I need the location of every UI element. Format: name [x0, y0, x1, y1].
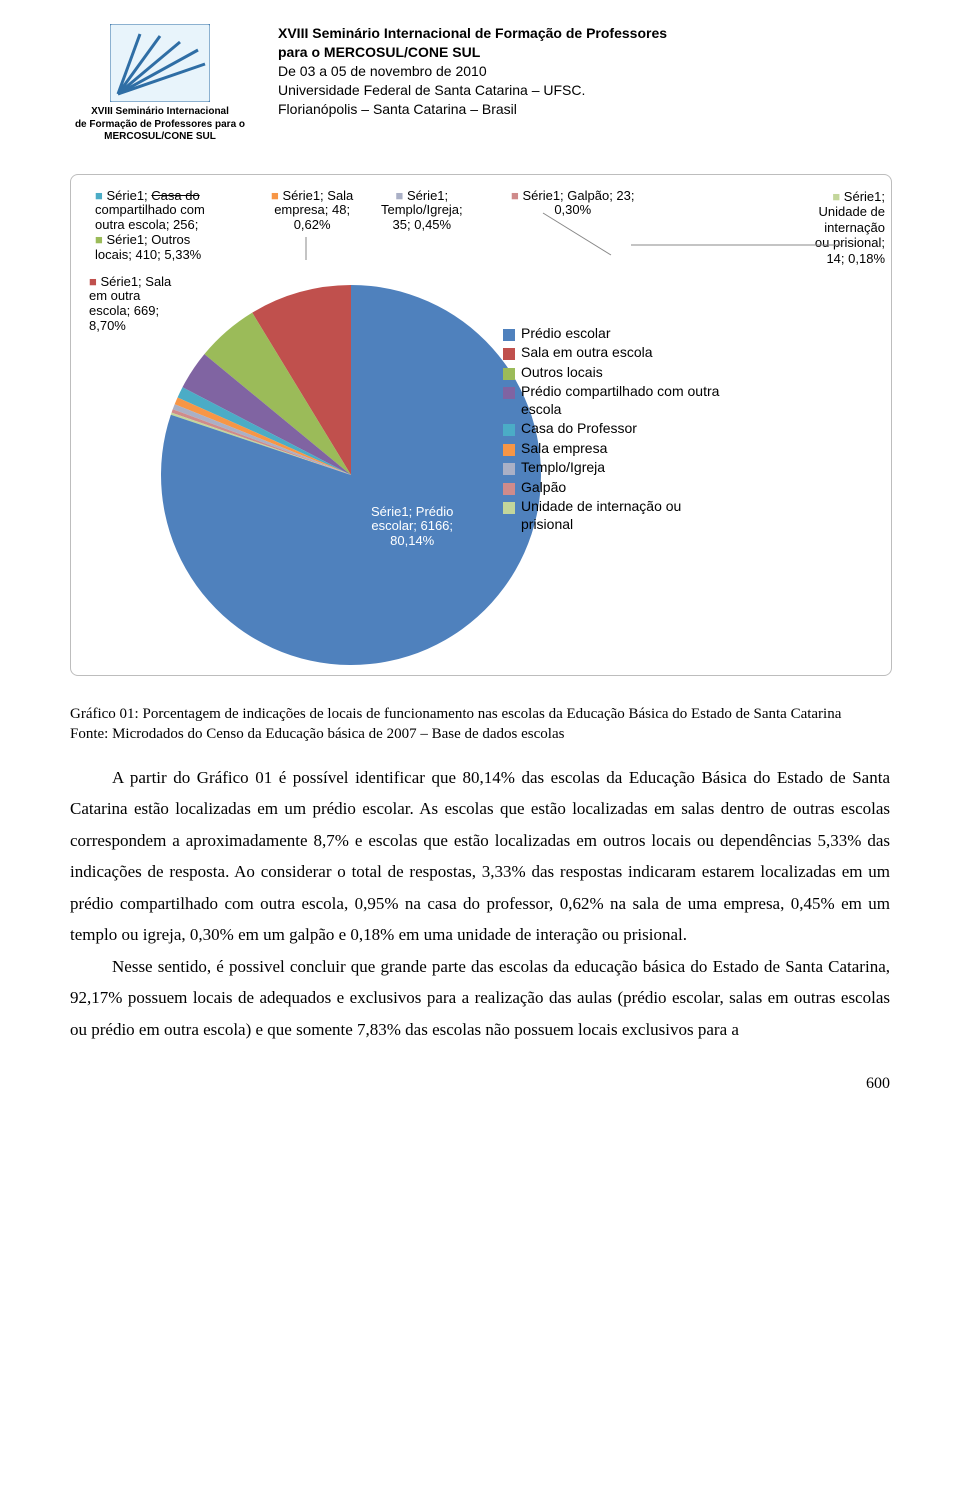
logo-caption-line: de Formação de Professores para o	[75, 119, 245, 132]
pie-chart-container: ■ Série1; Casa do compartilhado comoutra…	[70, 174, 892, 676]
logo-caption-line: XVIII Seminário Internacional	[75, 106, 245, 119]
data-label-sala-outra: ■ Série1; Salaem outraescola; 669;8,70%	[89, 275, 171, 335]
legend-swatch	[503, 483, 515, 495]
legend-label: Prédio compartilhado com outra escola	[521, 383, 721, 418]
data-label-predio-comp: ■ Série1; Casa do compartilhado comoutra…	[95, 189, 205, 264]
legend-label: Sala empresa	[521, 440, 607, 458]
legend-swatch	[503, 387, 515, 399]
header-line: De 03 a 05 de novembro de 2010	[278, 62, 667, 81]
legend-item: Outros locais	[503, 364, 721, 382]
data-label-templo: ■ Série1;Templo/Igreja;35; 0,45%	[381, 189, 463, 234]
caption-source: Fonte: Microdados do Censo da Educação b…	[70, 724, 890, 744]
legend-swatch	[503, 368, 515, 380]
legend-label: Unidade de internação ou prisional	[521, 498, 721, 533]
legend-item: Sala empresa	[503, 440, 721, 458]
legend-label: Casa do Professor	[521, 420, 637, 438]
legend-item: Casa do Professor	[503, 420, 721, 438]
legend-swatch	[503, 502, 515, 514]
legend-item: Prédio compartilhado com outra escola	[503, 383, 721, 418]
legend-item: Templo/Igreja	[503, 459, 721, 477]
legend-label: Prédio escolar	[521, 325, 611, 343]
chart-legend: Prédio escolarSala em outra escola Outros…	[503, 325, 721, 536]
legend-item: Sala em outra escola	[503, 344, 721, 362]
legend-label: Templo/Igreja	[521, 459, 605, 477]
legend-item: Unidade de internação ou prisional	[503, 498, 721, 533]
logo-caption: XVIII Seminário Internacional de Formaçã…	[75, 106, 245, 144]
legend-swatch	[503, 348, 515, 360]
document-page: XVIII Seminário Internacional de Formaçã…	[0, 0, 960, 1133]
header-line: Florianópolis – Santa Catarina – Brasil	[278, 100, 667, 119]
mercosul-logo-icon	[110, 24, 210, 102]
page-header: XVIII Seminário Internacional de Formaçã…	[70, 24, 890, 144]
header-title: para o MERCOSUL/CONE SUL	[278, 43, 667, 62]
legend-item: Prédio escolar	[503, 325, 721, 343]
paragraph: A partir do Gráfico 01 é possível identi…	[70, 762, 890, 951]
caption-line: Gráfico 01: Porcentagem de indicações de…	[70, 704, 890, 724]
logo-block: XVIII Seminário Internacional de Formaçã…	[70, 24, 250, 144]
header-title: XVIII Seminário Internacional de Formaçã…	[278, 24, 667, 43]
data-label-unidade: ■ Série1;Unidade deinternaçãoou prisiona…	[815, 189, 885, 267]
header-line: Universidade Federal de Santa Catarina –…	[278, 81, 667, 100]
legend-swatch	[503, 424, 515, 436]
legend-label: Outros locais	[521, 364, 603, 382]
legend-swatch	[503, 463, 515, 475]
legend-swatch	[503, 329, 515, 341]
data-label-predio-escolar: Série1; Prédioescolar; 6166;80,14%	[371, 505, 453, 550]
logo-caption-line: MERCOSUL/CONE SUL	[75, 131, 245, 144]
data-label-galpao: ■ Série1; Galpão; 23;0,30%	[511, 189, 635, 219]
paragraph: Nesse sentido, é possivel concluir que g…	[70, 951, 890, 1045]
data-label-sala-empresa: ■ Série1; Salaempresa; 48;0,62%	[271, 189, 353, 234]
legend-item: Galpão	[503, 479, 721, 497]
page-number: 600	[70, 1075, 890, 1093]
header-text: XVIII Seminário Internacional de Formaçã…	[278, 24, 667, 118]
body-text: A partir do Gráfico 01 é possível identi…	[70, 762, 890, 1045]
chart-caption: Gráfico 01: Porcentagem de indicações de…	[70, 704, 890, 745]
legend-label: Sala em outra escola	[521, 344, 653, 362]
legend-swatch	[503, 444, 515, 456]
legend-label: Galpão	[521, 479, 566, 497]
